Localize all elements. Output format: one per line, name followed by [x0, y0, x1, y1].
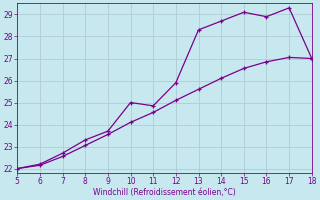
X-axis label: Windchill (Refroidissement éolien,°C): Windchill (Refroidissement éolien,°C) [93, 188, 236, 197]
